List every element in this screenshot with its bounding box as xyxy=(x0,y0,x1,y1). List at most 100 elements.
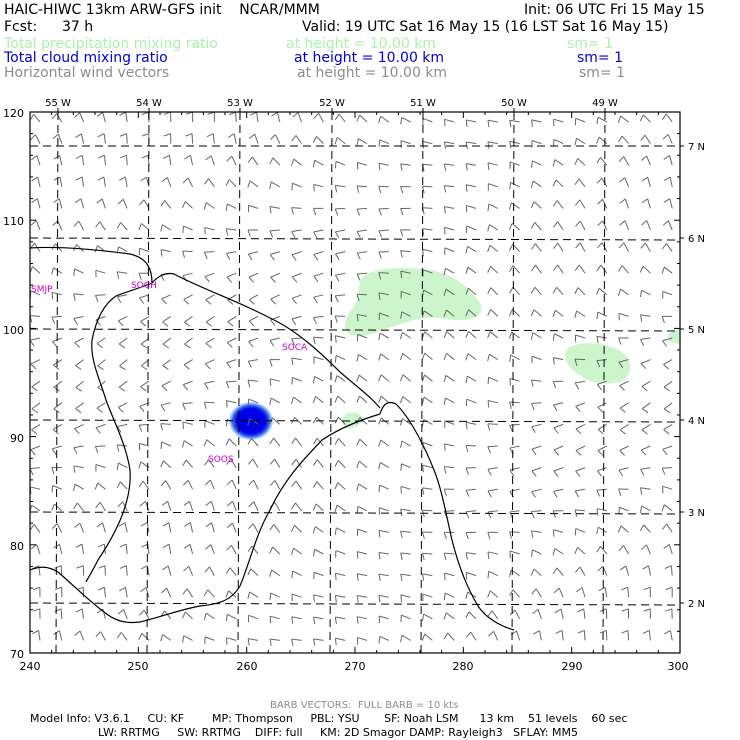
barb-shaft xyxy=(620,288,629,296)
barb-flag xyxy=(205,522,212,528)
wind-barb xyxy=(400,634,411,643)
barb-flag xyxy=(663,386,671,392)
barb-flag xyxy=(443,163,447,171)
barb-shaft xyxy=(189,501,194,511)
wind-barb xyxy=(269,569,281,577)
wind-barb xyxy=(182,250,193,258)
wind-barb xyxy=(248,294,259,305)
wind-barb xyxy=(162,315,172,327)
barb-shaft xyxy=(248,614,259,620)
barb-shaft xyxy=(538,630,542,641)
wind-barb xyxy=(73,268,84,276)
wind-barb xyxy=(663,380,673,392)
wind-barb xyxy=(160,402,171,412)
barb-shaft xyxy=(357,505,368,512)
barb-flag xyxy=(141,154,149,159)
barb-flag xyxy=(421,310,425,318)
wind-barb xyxy=(356,354,368,362)
barb-shaft xyxy=(204,272,215,278)
barb-flag xyxy=(75,365,82,370)
barb-flag xyxy=(312,503,317,511)
barb-shaft xyxy=(664,266,673,274)
barb-flag xyxy=(51,467,55,475)
barb-shaft xyxy=(141,223,150,231)
barb-shaft xyxy=(73,445,84,449)
barb-shaft xyxy=(141,633,150,641)
barb-shaft xyxy=(509,488,520,492)
barb-shaft xyxy=(422,269,433,274)
wind-barb xyxy=(530,402,542,411)
barb-shaft xyxy=(56,523,63,533)
wind-barb xyxy=(74,522,85,533)
barb-shaft xyxy=(227,203,237,209)
barb-shaft xyxy=(226,637,237,641)
wind-barb xyxy=(205,315,215,327)
barb-flag xyxy=(312,136,317,143)
barb-shaft xyxy=(226,228,237,231)
barb-flag xyxy=(269,546,274,554)
barb-shaft xyxy=(95,269,106,274)
barb-shaft xyxy=(446,352,455,360)
barb-flag xyxy=(575,428,582,435)
wind-barb xyxy=(96,337,106,349)
wind-barb xyxy=(465,246,477,254)
barb-flag xyxy=(75,387,83,392)
barb-shaft xyxy=(292,570,302,577)
wind-barb xyxy=(291,182,302,191)
barb-shaft xyxy=(99,502,106,512)
wind-barb xyxy=(356,505,368,514)
wind-barb xyxy=(247,251,259,261)
barb-shaft xyxy=(598,526,608,533)
barb-shaft xyxy=(380,353,390,361)
wind-barb xyxy=(313,272,324,283)
barb-shaft xyxy=(356,207,368,210)
barb-flag xyxy=(577,608,584,613)
barb-shaft xyxy=(31,423,41,431)
barb-shaft xyxy=(294,416,302,425)
barb-flag xyxy=(30,134,36,141)
barb-shaft xyxy=(206,439,215,447)
barb-flag xyxy=(162,543,170,548)
wind-barb xyxy=(553,242,564,252)
y-tick-label: 100 xyxy=(3,324,24,337)
wind-barb xyxy=(53,402,63,414)
wind-barb xyxy=(530,286,542,296)
barb-flag xyxy=(643,586,651,591)
barb-shaft xyxy=(162,315,172,323)
wind-barb xyxy=(51,445,62,455)
wind-barb xyxy=(618,506,629,515)
barb-shaft xyxy=(139,294,150,299)
barb-flag xyxy=(313,254,319,261)
barb-shaft xyxy=(168,522,172,533)
barb-shaft xyxy=(291,616,302,620)
wind-barb xyxy=(225,179,237,188)
wind-barb xyxy=(552,357,564,365)
wind-barb xyxy=(664,565,673,576)
barb-flag xyxy=(205,155,212,161)
barb-shaft xyxy=(577,546,586,555)
barb-flag xyxy=(116,296,122,304)
wind-barb xyxy=(400,311,411,319)
barb-shaft xyxy=(444,141,455,145)
barb-shaft xyxy=(618,359,629,363)
barb-shaft xyxy=(400,270,411,274)
wind-barb xyxy=(421,613,433,622)
barb-shaft xyxy=(575,528,586,533)
barb-flag xyxy=(596,508,599,516)
barb-flag xyxy=(618,337,622,345)
barb-flag xyxy=(269,339,275,347)
barb-flag xyxy=(313,112,319,119)
barb-flag xyxy=(334,595,337,603)
barb-flag xyxy=(73,484,76,492)
barb-flag xyxy=(378,353,382,361)
wind-barb xyxy=(54,565,63,576)
barb-shaft xyxy=(581,587,586,598)
barb-shaft xyxy=(402,352,411,360)
wind-barb xyxy=(421,633,433,641)
barb-shaft xyxy=(553,445,564,451)
barb-flag xyxy=(487,571,490,579)
barb-flag xyxy=(205,500,212,506)
wind-barb xyxy=(247,156,259,166)
wind-barb xyxy=(226,155,237,166)
barb-flag xyxy=(663,408,671,414)
